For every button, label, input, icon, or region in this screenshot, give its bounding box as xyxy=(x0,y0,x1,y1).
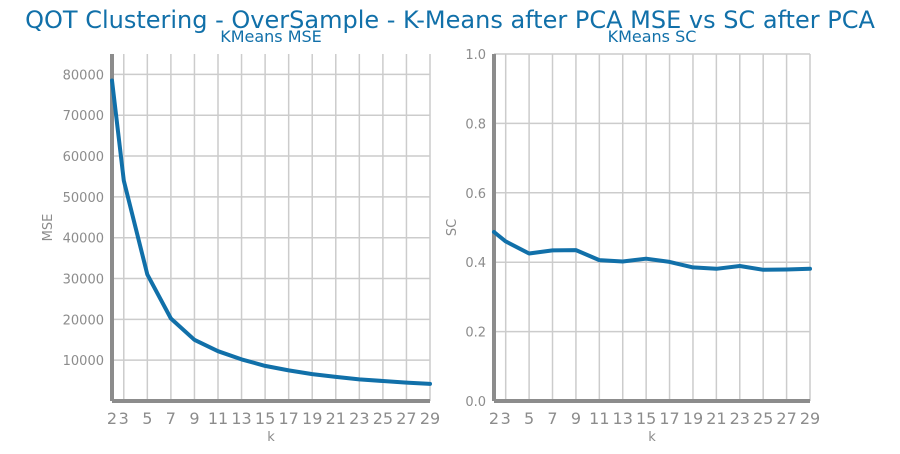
x-tick-label: 19 xyxy=(302,409,322,428)
x-tick-label: 2 xyxy=(107,409,117,428)
x-tick-label: 2 xyxy=(489,409,499,428)
y-axis-label: SC xyxy=(445,219,460,236)
x-tick-label: 17 xyxy=(278,409,298,428)
x-tick-label: 17 xyxy=(659,409,679,428)
y-tick-label: 0.4 xyxy=(465,256,486,271)
y-tick-label: 1.0 xyxy=(465,48,486,63)
y-tick-label: 20000 xyxy=(63,313,104,328)
x-tick-label: 21 xyxy=(326,409,346,428)
series-line-mse xyxy=(110,78,432,386)
x-tick-label: 15 xyxy=(255,409,275,428)
y-tick-label: 60000 xyxy=(63,150,104,165)
x-tick-label: 27 xyxy=(396,409,416,428)
x-axis-label: k xyxy=(267,430,275,445)
y-tick-label: 0.8 xyxy=(465,117,486,132)
x-tick-label: 19 xyxy=(683,409,703,428)
x-tick-label: 13 xyxy=(231,409,251,428)
y-tick-label: 0.0 xyxy=(465,395,486,410)
x-tick-label: 29 xyxy=(800,409,820,428)
x-tick-label: 15 xyxy=(636,409,656,428)
y-tick-label: 70000 xyxy=(63,109,104,124)
chart-title: KMeans MSE xyxy=(220,27,322,46)
x-tick-label: 7 xyxy=(166,409,176,428)
x-tick-label: 3 xyxy=(119,409,129,428)
y-tick-label: 80000 xyxy=(63,68,104,83)
chart-sc: 2 3 5 7 9 11 13 15 17 19 21 23 25 27 290.00.20.40.60.8… xyxy=(445,27,820,445)
x-tick-label: 27 xyxy=(776,409,796,428)
y-tick-label: 30000 xyxy=(63,273,104,288)
x-tick-label: 29 xyxy=(420,409,440,428)
y-tick-label: 10000 xyxy=(63,354,104,369)
x-tick-label: 21 xyxy=(706,409,726,428)
y-tick-label: 0.6 xyxy=(465,187,486,202)
x-axis-label: k xyxy=(648,430,656,445)
x-tick-label: 5 xyxy=(524,409,534,428)
chart-mse: 2 3 5 7 9 11 13 15 17 19 21 23 25 27 29100002000030000… xyxy=(41,27,440,445)
y-axis-label: MSE xyxy=(41,214,56,242)
x-tick-label: 25 xyxy=(373,409,393,428)
y-tick-label: 40000 xyxy=(63,232,104,247)
series-line-sc xyxy=(492,230,812,272)
x-tick-label: 23 xyxy=(349,409,369,428)
x-tick-label: 9 xyxy=(189,409,199,428)
x-tick-label: 11 xyxy=(589,409,609,428)
x-tick-label: 7 xyxy=(547,409,557,428)
x-tick-label: 25 xyxy=(753,409,773,428)
y-tick-label: 0.2 xyxy=(465,326,486,341)
figure-title: QOT Clustering - OverSample - K-Means af… xyxy=(25,6,875,34)
x-tick-label: 11 xyxy=(208,409,228,428)
x-tick-label: 5 xyxy=(142,409,152,428)
x-tick-label: 13 xyxy=(613,409,633,428)
y-tick-label: 50000 xyxy=(63,191,104,206)
chart-title: KMeans SC xyxy=(608,27,697,46)
x-tick-label: 3 xyxy=(501,409,511,428)
x-tick-label: 9 xyxy=(571,409,581,428)
x-tick-label: 23 xyxy=(730,409,750,428)
